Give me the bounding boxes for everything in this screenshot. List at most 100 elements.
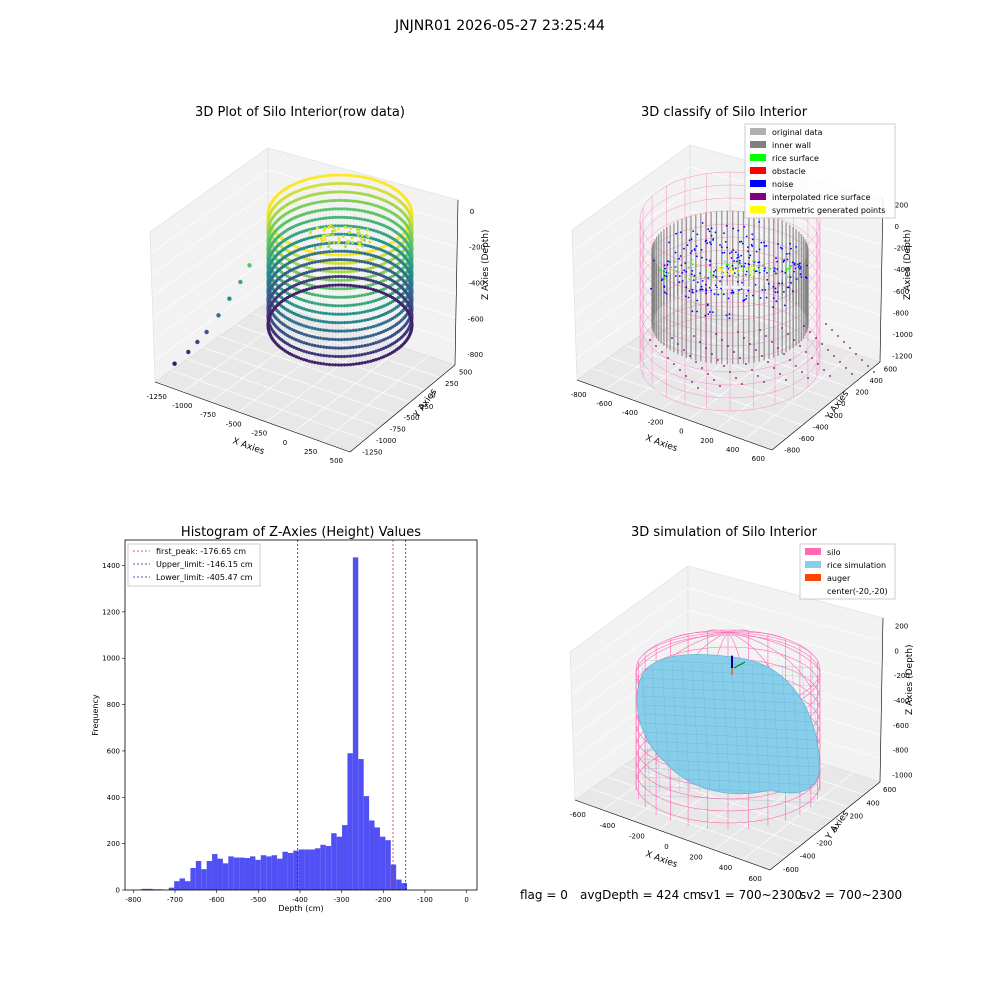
raw-data-point [330, 304, 335, 308]
histogram-x-tick-label: -400 [292, 896, 308, 904]
raw-data-point [305, 350, 309, 354]
raw-data-point [371, 211, 375, 215]
noise-point [668, 241, 670, 244]
raw-data-point [379, 297, 383, 301]
raw-data-point [294, 198, 299, 202]
raw-data-point [297, 239, 301, 243]
raw-data-point [313, 209, 317, 213]
simulation-silo-dome-line [670, 631, 729, 639]
raw-data-point [310, 351, 314, 355]
raw-data-point [348, 337, 353, 341]
raw-data-point [357, 259, 361, 263]
raw-data-point [331, 225, 335, 229]
noise-point [764, 245, 766, 248]
noise-point [743, 265, 746, 268]
noise-point [665, 275, 668, 278]
symmetric-point [731, 270, 734, 273]
raw-data-point [374, 221, 378, 225]
raw-data-point [324, 275, 329, 279]
interpolated-surface-point [677, 343, 679, 345]
raw-data-point [297, 305, 301, 309]
noise-point [736, 280, 739, 283]
raw-data-point [313, 344, 317, 348]
raw-data-point [371, 288, 375, 292]
raw-data-point [307, 270, 311, 274]
raw-data-point [339, 181, 344, 186]
raw-data-point [305, 186, 309, 190]
symmetric-point [752, 271, 755, 273]
noise-point [710, 227, 713, 230]
noise-point [784, 272, 787, 274]
raw-data-point [371, 248, 375, 252]
noise-point [691, 270, 694, 272]
noise-point [789, 242, 791, 245]
noise-point [728, 317, 731, 320]
raw-data-point [369, 219, 373, 223]
raw-data-point [366, 360, 370, 364]
raw-data-point [313, 235, 317, 239]
interpolated-surface-point [833, 355, 835, 357]
interpolated-surface-point [759, 329, 761, 331]
raw-data-point [345, 295, 350, 299]
rice-surface-point [670, 266, 673, 269]
raw-data-point [297, 339, 301, 343]
raw-data-point [379, 205, 383, 210]
histogram-bar [298, 849, 305, 890]
raw-data-point [357, 311, 361, 315]
rice-simulation-mesh-line [781, 664, 791, 793]
raw-data-point [310, 269, 314, 273]
noise-point [776, 291, 779, 294]
raw-data-point [294, 287, 299, 291]
raw-data-point [348, 286, 353, 290]
raw-data-point [319, 259, 323, 263]
raw-data-point [305, 265, 309, 269]
raw-data-point [374, 332, 378, 336]
raw-data-point [323, 238, 327, 241]
noise-point [751, 238, 754, 241]
rice-simulation-mesh [641, 659, 821, 804]
noise-point [691, 288, 694, 291]
raw-data-point [322, 353, 326, 358]
rice-surface-point [675, 270, 677, 272]
histogram-title: Histogram of Z-Axies (Height) Values [181, 525, 421, 540]
rice-simulation-mesh-line [641, 767, 819, 777]
raw-data-point [324, 182, 329, 186]
raw-data-point [294, 283, 299, 287]
raw-data-point [319, 183, 323, 187]
raw-data-point [374, 178, 378, 182]
raw-data-point [310, 258, 314, 262]
noise-point [797, 263, 799, 266]
histogram-y-tick-label: 800 [107, 701, 120, 709]
raw-data-point [299, 357, 303, 361]
interpolated-surface-point [861, 359, 863, 361]
raw-data-point [299, 230, 303, 234]
noise-point [695, 245, 698, 248]
symmetric-point [717, 270, 720, 273]
raw-data-point [330, 346, 335, 350]
raw-data-point [299, 255, 303, 259]
rice-surface-point [724, 260, 726, 263]
raw-data-point [313, 335, 317, 339]
raw-data-point [354, 345, 358, 349]
raw-data-point [345, 363, 350, 367]
histogram-ticks: -800 -700 -600 -500 -400 -300 -200 -100 00200400… [102, 562, 469, 904]
noise-point [714, 269, 717, 272]
noise-point [743, 299, 746, 301]
raw-data-point [357, 251, 361, 255]
noise-point [690, 238, 693, 241]
raw-data-point [351, 269, 356, 273]
rice-surface-point [769, 268, 772, 270]
noise-point [710, 243, 712, 246]
raw-data-point [327, 269, 332, 274]
classify-plot-grid-line [660, 326, 772, 411]
raw-plot-grid-line [152, 235, 269, 318]
noise-point [758, 271, 761, 274]
interpolated-surface-point [749, 343, 751, 345]
rice-simulation-mesh-line [641, 740, 819, 750]
raw-data-point [333, 270, 338, 274]
interpolated-surface-point [701, 367, 703, 369]
raw-data-point [316, 353, 320, 357]
noise-point [696, 310, 698, 313]
raw-data-point [342, 354, 347, 359]
noise-point [733, 260, 736, 262]
